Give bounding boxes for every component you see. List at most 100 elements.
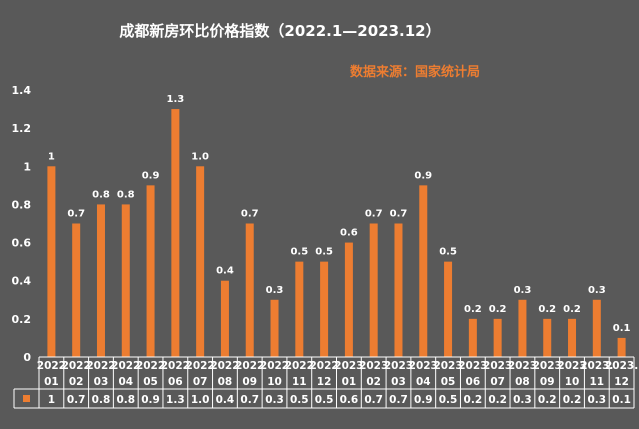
chart-title: 成都新房环比价格指数（2022.1—2023.12） — [119, 22, 441, 40]
table-value: 0.2 — [538, 394, 557, 406]
table-value: 0.7 — [389, 394, 408, 406]
category-year-label: 2022 — [309, 360, 338, 372]
y-tick-label: 1.4 — [12, 84, 32, 97]
table-value: 0.5 — [290, 394, 309, 406]
category-year-label: 2022 — [161, 360, 190, 372]
table-value: 0.1 — [612, 394, 631, 406]
category-month-label: 04 — [416, 376, 431, 388]
data-label: 0.7 — [365, 209, 383, 220]
category-month-label: 11 — [292, 376, 307, 388]
table-value: 0.3 — [513, 394, 532, 406]
category-month-label: 12 — [317, 376, 332, 388]
data-label: 0.1 — [613, 323, 631, 334]
table-value: 0.3 — [588, 394, 607, 406]
table-value: 0.9 — [141, 394, 160, 406]
data-label: 1 — [48, 151, 55, 162]
data-label: 0.6 — [340, 228, 358, 239]
data-label: 1.3 — [166, 94, 184, 105]
data-label: 0.7 — [241, 209, 259, 220]
data-label: 0.8 — [117, 189, 135, 200]
table-value: 0.8 — [92, 394, 111, 406]
table-value: 0.7 — [240, 394, 259, 406]
category-year-label: 2023 — [483, 360, 512, 372]
table-value: 0.5 — [439, 394, 458, 406]
bar — [245, 223, 254, 357]
y-tick-label: 0.8 — [12, 198, 32, 211]
bar — [493, 318, 502, 357]
category-year-label: 2023 — [334, 360, 363, 372]
data-label: 0.9 — [142, 170, 160, 181]
data-label: 0.5 — [439, 247, 457, 258]
table-value: 0.8 — [116, 394, 135, 406]
bar — [592, 299, 601, 357]
table-value: 0.5 — [315, 394, 334, 406]
category-month-label: 08 — [218, 376, 233, 388]
category-month-label: 11 — [590, 376, 605, 388]
data-label: 0.2 — [464, 304, 482, 315]
y-tick-label: 1.2 — [12, 122, 32, 135]
category-month-label: 06 — [466, 376, 481, 388]
y-tick-label: 0.4 — [12, 275, 32, 288]
bar — [419, 185, 428, 357]
bar — [617, 337, 626, 357]
category-month-label: 09 — [242, 376, 257, 388]
bar — [344, 242, 353, 357]
category-month-label: 03 — [391, 376, 406, 388]
bar — [121, 204, 130, 357]
category-year-label: 2022 — [62, 360, 91, 372]
category-month-label: 06 — [168, 376, 183, 388]
category-year-label: 2023 — [508, 360, 537, 372]
data-label: 1.0 — [191, 151, 209, 162]
source-note: 数据来源：国家统计局 — [350, 65, 481, 80]
category-month-label: 10 — [565, 376, 580, 388]
data-label: 0.8 — [92, 189, 110, 200]
category-month-label: 08 — [515, 376, 530, 388]
category-year-label: 2022 — [235, 360, 264, 372]
category-year-label: 2023 — [557, 360, 586, 372]
category-month-label: 02 — [69, 376, 84, 388]
category-year-label: 2022 — [111, 360, 140, 372]
data-label: 0.3 — [266, 285, 284, 296]
table-value: 1 — [48, 394, 55, 406]
bar — [320, 261, 329, 357]
category-month-label: 03 — [94, 376, 109, 388]
bar — [444, 261, 453, 357]
y-tick-label: 0 — [23, 351, 31, 364]
data-label: 0.5 — [290, 247, 308, 258]
table-value: 0.4 — [216, 394, 235, 406]
bar — [220, 280, 229, 357]
category-year-label: 2023 — [359, 360, 388, 372]
category-year-label: 2022 — [136, 360, 165, 372]
category-year-label: 2023. — [580, 360, 613, 372]
category-year-label: 2023 — [458, 360, 487, 372]
data-label: 0.3 — [514, 285, 532, 296]
data-label: 0.7 — [67, 209, 85, 220]
category-month-label: 07 — [193, 376, 208, 388]
data-label: 0.3 — [588, 285, 606, 296]
category-year-label: 2022 — [37, 360, 66, 372]
bar — [369, 223, 378, 357]
bar — [518, 299, 527, 357]
category-month-label: 09 — [540, 376, 555, 388]
table-value: 0.2 — [563, 394, 582, 406]
data-label: 0.2 — [563, 304, 581, 315]
category-month-label: 01 — [44, 376, 59, 388]
table-value: 0.7 — [67, 394, 86, 406]
category-year-label: 2023 — [384, 360, 413, 372]
category-month-label: 10 — [267, 376, 282, 388]
category-month-label: 07 — [490, 376, 505, 388]
category-year-label: 2022 — [86, 360, 115, 372]
category-month-label: 01 — [342, 376, 357, 388]
bar — [146, 185, 155, 357]
bar — [47, 166, 56, 357]
bar — [543, 318, 552, 357]
table-value: 0.9 — [414, 394, 433, 406]
category-year-label: 2023 — [433, 360, 462, 372]
table-value: 1.3 — [166, 394, 185, 406]
bar — [171, 109, 180, 357]
data-label: 0.2 — [538, 304, 556, 315]
category-year-label: 2022 — [285, 360, 314, 372]
legend-key — [23, 395, 30, 402]
